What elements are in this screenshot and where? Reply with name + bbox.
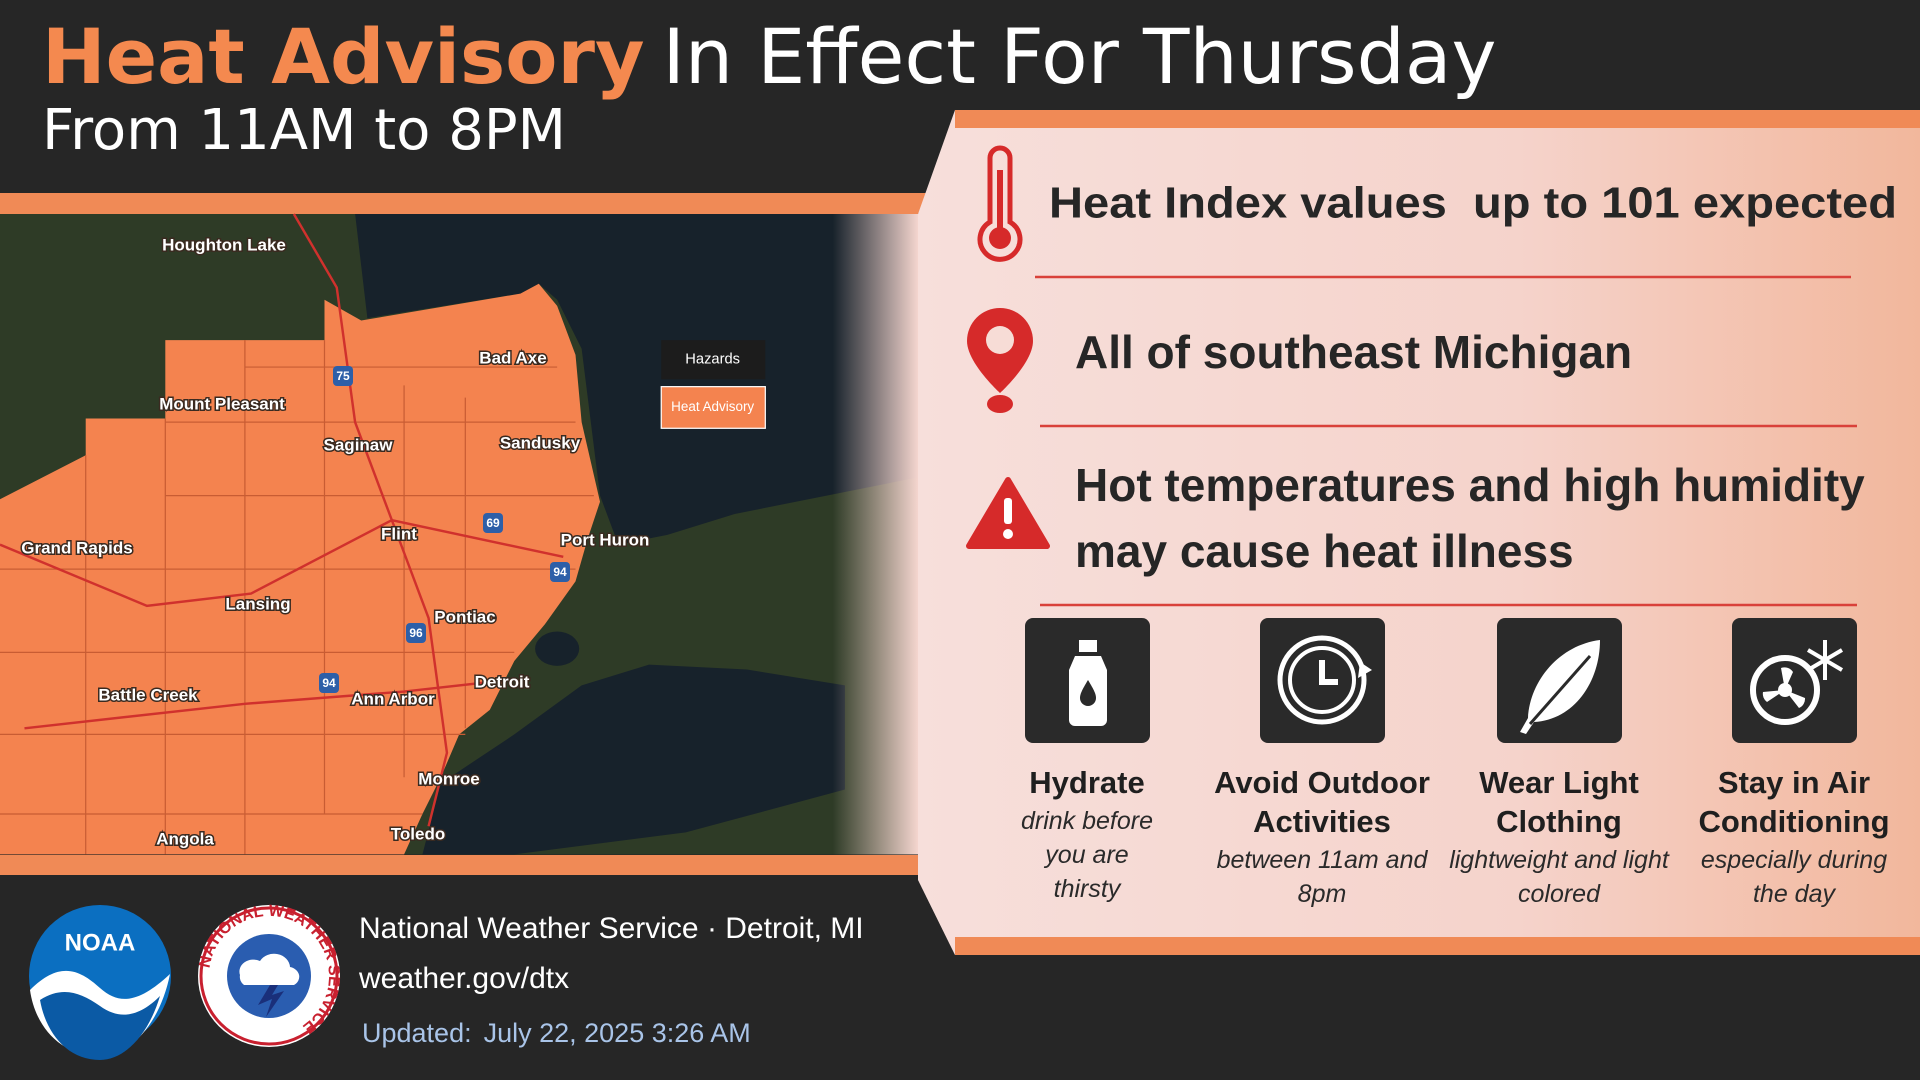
shield xyxy=(406,623,426,643)
shield xyxy=(483,513,503,533)
city-label: Monroe xyxy=(418,769,479,788)
panel-top-stripe xyxy=(955,110,1920,128)
city-label: Saginaw xyxy=(324,435,394,454)
subtitle: From 11AM to 8PM xyxy=(42,98,566,163)
legend-item: Heat Advisory xyxy=(671,399,754,414)
city-label: Sandusky xyxy=(500,433,581,452)
city-label: Grand Rapids xyxy=(21,538,132,557)
highway-label: 94 xyxy=(553,565,567,579)
highway-label: 69 xyxy=(486,516,500,530)
updated-date: July 22, 2025 3:26 AM xyxy=(484,1018,751,1048)
county-lines xyxy=(0,340,594,855)
city-label: Houghton Lake xyxy=(162,235,286,254)
legend-box xyxy=(661,340,766,380)
shield xyxy=(319,673,339,693)
city-label: Detroit xyxy=(475,672,530,691)
tip: Stay in Air Conditioning especially duri… xyxy=(1674,763,1914,911)
heat-index-text: Heat Index values up to 101 expected xyxy=(1049,179,1897,228)
highway-label: 96 xyxy=(409,626,423,640)
legend-swatch xyxy=(660,386,766,429)
map-labels: Houghton Lake Mount Pleasant Bad Axe Sag… xyxy=(20,234,651,850)
warning-icon xyxy=(966,477,1050,549)
updated: Updated: July 22, 2025 3:26 AM xyxy=(362,1018,751,1048)
city-label: Lansing xyxy=(225,594,290,613)
tip-title: Avoid Outdoor Activities xyxy=(1214,765,1430,839)
highway-label: 75 xyxy=(336,369,350,383)
highway-label: 94 xyxy=(322,676,336,690)
tip-description: lightweight and light colored xyxy=(1449,846,1669,908)
lake-huron xyxy=(355,214,919,545)
legend: Hazards Heat Advisory xyxy=(660,340,766,429)
map-bottom-stripe xyxy=(0,855,918,875)
ac-icon xyxy=(1732,618,1857,743)
pin-icon xyxy=(967,308,1033,413)
title-highlight: Heat Advisory xyxy=(42,12,645,101)
highway-shields: 75 69 94 96 94 xyxy=(319,366,570,693)
website: weather.gov/dtx xyxy=(358,962,569,995)
tip: Hydrate drink before you are thirsty xyxy=(972,763,1202,906)
tip-description: drink before you are thirsty xyxy=(1020,807,1154,903)
noaa-logo: NOAA xyxy=(29,905,171,1060)
map: Hazards Heat Advisory xyxy=(0,213,919,855)
city-label: Flint xyxy=(381,524,417,543)
city-label: Angola xyxy=(156,829,214,848)
city-label: Ann Arbor xyxy=(351,689,435,708)
lake-erie xyxy=(422,664,845,855)
panel-bottom-stripe xyxy=(955,937,1920,955)
area-text: All of southeast Michigan xyxy=(1075,326,1632,378)
tip: Wear Light Clothing lightweight and ligh… xyxy=(1444,763,1674,911)
nws-seal: NATIONAL WEATHER SERVICE xyxy=(197,903,342,1047)
risk-text: Hot temperatures and high humidity may c… xyxy=(1075,459,1865,577)
title: Heat Advisory In Effect For Thursday xyxy=(42,12,1496,101)
lake-st-clair xyxy=(535,631,580,666)
thermometer-icon xyxy=(977,145,1023,262)
title-rest: In Effect For Thursday xyxy=(663,12,1497,101)
highways xyxy=(0,213,564,827)
noaa-text: NOAA xyxy=(65,929,136,956)
shield xyxy=(550,562,570,582)
city-label: Mount Pleasant xyxy=(159,394,285,413)
city-label: Bad Axe xyxy=(479,348,546,367)
header-stripe xyxy=(0,193,930,214)
tip: Avoid Outdoor Activities between 11am an… xyxy=(1207,763,1437,911)
city-label: Toledo xyxy=(391,824,445,843)
tip-title: Hydrate xyxy=(1029,765,1145,800)
city-label: Pontiac xyxy=(434,607,495,626)
updated-label: Updated: xyxy=(362,1018,472,1048)
shield xyxy=(333,366,353,386)
map-fade xyxy=(832,214,919,855)
tip-title: Wear Light Clothing xyxy=(1479,765,1639,839)
city-label: Port Huron xyxy=(561,530,650,549)
office: National Weather Service · Detroit, MI xyxy=(359,912,864,945)
city-label: Battle Creek xyxy=(98,685,198,704)
tip-description: especially during the day xyxy=(1700,846,1888,908)
panel-bg xyxy=(918,110,1920,955)
tip-title: Stay in Air Conditioning xyxy=(1698,765,1890,839)
legend-title: Hazards xyxy=(685,352,740,368)
tip-description: between 11am and 8pm xyxy=(1216,846,1428,908)
tip-icons xyxy=(1025,618,1857,743)
